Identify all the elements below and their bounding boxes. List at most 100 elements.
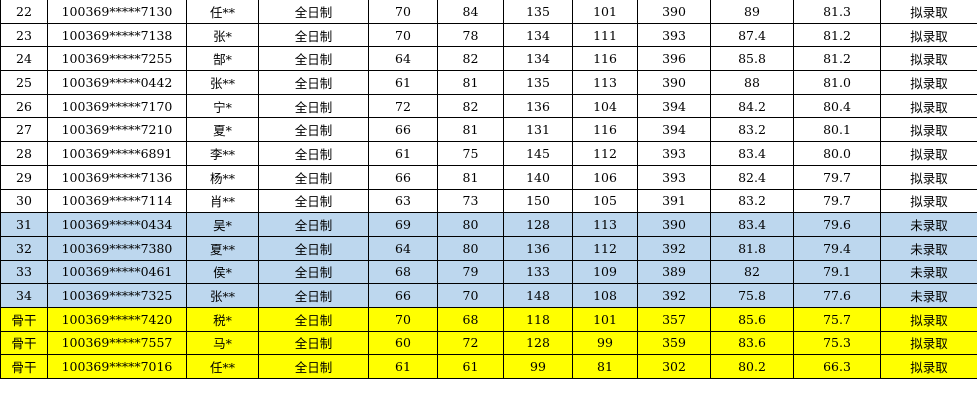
total-score: 394 [637, 117, 711, 143]
score-subject2: 111 [572, 22, 638, 48]
study-mode: 全日制 [258, 354, 369, 379]
score-politics: 61 [368, 70, 438, 95]
score-subject2: 101 [572, 306, 638, 332]
score-politics: 70 [368, 22, 438, 48]
candidate-id: 100369*****6891 [47, 141, 187, 166]
score-politics: 70 [368, 0, 438, 24]
interview-score: 82.4 [710, 164, 794, 190]
score-subject1: 128 [503, 330, 573, 356]
score-subject1: 135 [503, 70, 573, 95]
score-subject1: 148 [503, 283, 573, 308]
study-mode: 全日制 [258, 93, 369, 119]
table-row: 34 100369*****7325 张** 全日制 66 70 148 108 392 75.8… [0, 283, 977, 308]
final-score: 81.2 [793, 22, 881, 48]
score-subject1: 134 [503, 46, 573, 72]
interview-score: 89 [710, 0, 794, 24]
score-politics: 61 [368, 141, 438, 166]
total-score: 393 [637, 22, 711, 48]
score-subject1: 128 [503, 212, 573, 237]
table-row: 28 100369*****6891 李** 全日制 61 75 145 112 393 83.4… [0, 141, 977, 166]
score-subject2: 113 [572, 212, 638, 237]
score-politics: 69 [368, 212, 438, 237]
interview-score: 85.6 [710, 306, 794, 332]
score-english: 81 [437, 70, 504, 95]
score-subject2: 105 [572, 188, 638, 214]
admission-status: 拟录取 [880, 330, 977, 356]
study-mode: 全日制 [258, 70, 369, 95]
admission-status: 拟录取 [880, 46, 977, 72]
table-row: 27 100369*****7210 夏* 全日制 66 81 131 116 394 83.2 8… [0, 117, 977, 143]
score-english: 79 [437, 259, 504, 285]
score-subject2: 113 [572, 70, 638, 95]
name: 肖** [186, 188, 259, 214]
score-politics: 68 [368, 259, 438, 285]
name: 马* [186, 330, 259, 356]
final-score: 79.7 [793, 164, 881, 190]
total-score: 392 [637, 283, 711, 308]
row-number: 34 [0, 283, 48, 308]
table-row: 24 100369*****7255 郜* 全日制 64 82 134 116 396 85.8 8… [0, 46, 977, 72]
study-mode: 全日制 [258, 22, 369, 48]
table-row: 30 100369*****7114 肖** 全日制 63 73 150 105 391 83.2… [0, 188, 977, 214]
total-score: 390 [637, 212, 711, 237]
score-subject2: 112 [572, 141, 638, 166]
candidate-id: 100369*****7136 [47, 164, 187, 190]
score-politics: 64 [368, 46, 438, 72]
score-politics: 61 [368, 354, 438, 379]
study-mode: 全日制 [258, 0, 369, 24]
interview-score: 88 [710, 70, 794, 95]
admission-status: 未录取 [880, 283, 977, 308]
row-number: 22 [0, 0, 48, 24]
score-subject2: 109 [572, 259, 638, 285]
score-politics: 66 [368, 164, 438, 190]
score-subject1: 134 [503, 22, 573, 48]
name: 杨** [186, 164, 259, 190]
admission-status: 拟录取 [880, 70, 977, 95]
score-subject2: 101 [572, 0, 638, 24]
score-politics: 66 [368, 283, 438, 308]
candidate-id: 100369*****7210 [47, 117, 187, 143]
interview-score: 85.8 [710, 46, 794, 72]
table-row: 23 100369*****7138 张* 全日制 70 78 134 111 393 87.4 8… [0, 22, 977, 48]
name: 张* [186, 22, 259, 48]
total-score: 394 [637, 93, 711, 119]
score-politics: 70 [368, 306, 438, 332]
row-number: 26 [0, 93, 48, 119]
final-score: 81.0 [793, 70, 881, 95]
score-subject2: 104 [572, 93, 638, 119]
table-row: 骨干 100369*****7016 任** 全日制 61 61 99 81 302 80.2 66… [0, 354, 977, 379]
row-number: 33 [0, 259, 48, 285]
score-subject1: 136 [503, 93, 573, 119]
total-score: 389 [637, 259, 711, 285]
study-mode: 全日制 [258, 141, 369, 166]
table-body: 22 100369*****7130 任** 全日制 70 84 135 101 390 89 81… [0, 0, 977, 379]
interview-score: 83.4 [710, 212, 794, 237]
score-subject2: 116 [572, 46, 638, 72]
score-subject2: 116 [572, 117, 638, 143]
score-english: 70 [437, 283, 504, 308]
final-score: 79.4 [793, 235, 881, 261]
candidate-id: 100369*****7170 [47, 93, 187, 119]
final-score: 77.6 [793, 283, 881, 308]
name: 任** [186, 0, 259, 24]
admission-status: 拟录取 [880, 164, 977, 190]
score-subject1: 118 [503, 306, 573, 332]
study-mode: 全日制 [258, 46, 369, 72]
study-mode: 全日制 [258, 330, 369, 356]
candidate-id: 100369*****7138 [47, 22, 187, 48]
score-subject2: 81 [572, 354, 638, 379]
score-subject1: 133 [503, 259, 573, 285]
table-row: 32 100369*****7380 夏** 全日制 64 80 136 112 392 81.8… [0, 235, 977, 261]
score-english: 81 [437, 117, 504, 143]
interview-score: 82 [710, 259, 794, 285]
score-politics: 60 [368, 330, 438, 356]
score-politics: 72 [368, 93, 438, 119]
interview-score: 84.2 [710, 93, 794, 119]
admission-status: 拟录取 [880, 188, 977, 214]
name: 夏** [186, 235, 259, 261]
score-politics: 64 [368, 235, 438, 261]
final-score: 66.3 [793, 354, 881, 379]
name: 吴* [186, 212, 259, 237]
final-score: 80.1 [793, 117, 881, 143]
admission-status: 未录取 [880, 235, 977, 261]
